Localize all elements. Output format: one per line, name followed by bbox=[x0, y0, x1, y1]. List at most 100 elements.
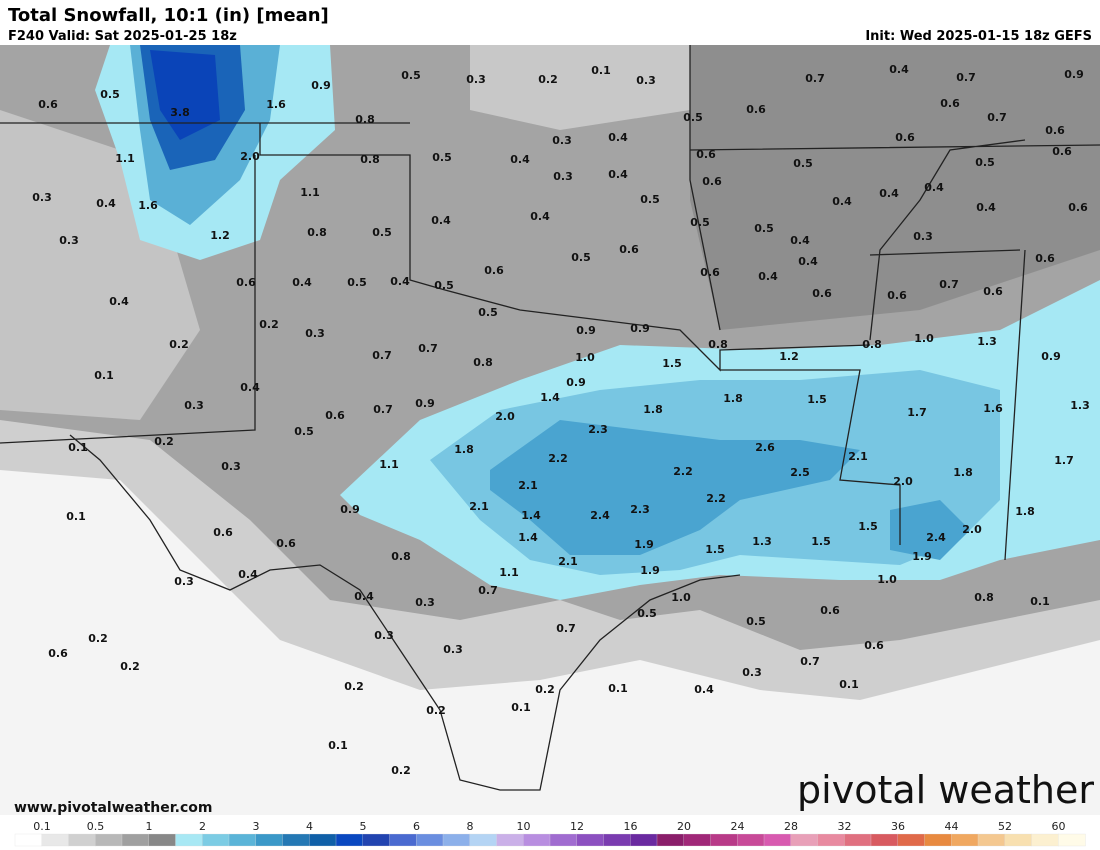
map-labels: 0.6 0.5 3.8 1.6 0.9 0.5 0.3 0.2 0.1 0.3 0.7 0.4 0.7 0… bbox=[32, 63, 1090, 777]
map-value-label: 0.7 bbox=[800, 655, 820, 668]
map-value-label: 0.4 bbox=[530, 210, 550, 223]
colorbar-swatch bbox=[763, 833, 792, 847]
colorbar-label: 28 bbox=[784, 820, 798, 833]
map-value-label: 2.0 bbox=[495, 410, 515, 423]
colorbar-label: 8 bbox=[467, 820, 474, 833]
map-value-label: 0.1 bbox=[511, 701, 531, 714]
map-value-label: 0.8 bbox=[974, 591, 994, 604]
map-value-label: 0.3 bbox=[184, 399, 204, 412]
map-value-label: 0.6 bbox=[864, 639, 884, 652]
map-value-label: 0.2 bbox=[391, 764, 411, 777]
map-value-label: 0.3 bbox=[913, 230, 933, 243]
map-value-label: 0.4 bbox=[976, 201, 996, 214]
map-value-label: 0.3 bbox=[374, 629, 394, 642]
map-value-label: 2.3 bbox=[588, 423, 608, 436]
border bbox=[689, 45, 1100, 561]
map-value-label: 0.4 bbox=[832, 195, 852, 208]
colorbar-swatch bbox=[603, 833, 631, 847]
colorbar-swatch bbox=[255, 833, 284, 847]
dark-shading bbox=[690, 45, 1100, 330]
colorbar-swatch bbox=[683, 833, 712, 847]
map-value-label: 2.5 bbox=[790, 466, 810, 479]
map-value-label: 0.6 bbox=[1045, 124, 1065, 137]
map-value-label: 0.3 bbox=[59, 234, 79, 247]
colorbar-swatch bbox=[523, 833, 551, 847]
colorbar-label: 12 bbox=[570, 820, 584, 833]
map-value-label: 2.4 bbox=[926, 531, 946, 544]
minimal-shading bbox=[0, 470, 1100, 815]
map-value-label: 0.5 bbox=[100, 88, 120, 101]
map-value-label: 0.7 bbox=[939, 278, 959, 291]
map-value-label: 0.8 bbox=[862, 338, 882, 351]
map-value-label: 1.6 bbox=[266, 98, 286, 111]
colorbar-swatch bbox=[175, 833, 203, 847]
colorbar-label: 24 bbox=[731, 820, 745, 833]
colorbar-swatch bbox=[630, 833, 658, 847]
map-value-label: 0.8 bbox=[355, 113, 375, 126]
map-value-label: 0.5 bbox=[690, 216, 710, 229]
map-value-label: 2.0 bbox=[893, 475, 913, 488]
map-value-label: 0.4 bbox=[790, 234, 810, 247]
map-value-label: 0.4 bbox=[608, 168, 628, 181]
map-value-label: 0.2 bbox=[154, 435, 174, 448]
map-value-label: 0.5 bbox=[434, 279, 454, 292]
colorbar-swatch bbox=[41, 833, 70, 847]
map-value-label: 1.6 bbox=[983, 402, 1003, 415]
colorbar-swatch bbox=[309, 833, 337, 847]
map-value-label: 1.2 bbox=[210, 229, 230, 242]
map-value-label: 1.2 bbox=[779, 350, 799, 363]
map-value-label: 0.4 bbox=[889, 63, 909, 76]
map-value-label: 0.5 bbox=[432, 151, 452, 164]
map-value-label: 0.1 bbox=[94, 369, 114, 382]
map-value-label: 0.9 bbox=[340, 503, 360, 516]
map-value-label: 0.4 bbox=[431, 214, 451, 227]
map-value-label: 1.6 bbox=[138, 199, 158, 212]
map-value-label: 0.6 bbox=[38, 98, 58, 111]
map-value-label: 2.6 bbox=[755, 441, 775, 454]
map-value-label: 0.6 bbox=[696, 148, 716, 161]
colorbar-label: 20 bbox=[677, 820, 691, 833]
map-value-label: 0.4 bbox=[354, 590, 374, 603]
colorbar-swatch bbox=[924, 833, 952, 847]
map-value-label: 1.0 bbox=[914, 332, 934, 345]
colorbar-swatch bbox=[496, 833, 524, 847]
map-value-label: 0.4 bbox=[924, 181, 944, 194]
map-value-label: 0.5 bbox=[746, 615, 766, 628]
map-value-label: 0.5 bbox=[640, 193, 660, 206]
map-value-label: 1.1 bbox=[499, 566, 519, 579]
colorbar-swatch bbox=[1004, 833, 1033, 847]
colorbar-swatch bbox=[121, 833, 150, 847]
map-value-label: 2.2 bbox=[548, 452, 568, 465]
site-url: www.pivotalweather.com bbox=[14, 800, 213, 816]
map-value-label: 0.6 bbox=[1035, 252, 1055, 265]
map-value-label: 0.7 bbox=[956, 71, 976, 84]
brand-logo: pivotal weather bbox=[797, 768, 1094, 812]
map-value-label: 1.5 bbox=[858, 520, 878, 533]
map-value-label: 0.5 bbox=[571, 251, 591, 264]
map-value-label: 0.3 bbox=[174, 575, 194, 588]
map-value-label: 0.4 bbox=[798, 255, 818, 268]
map-value-label: 0.4 bbox=[96, 197, 116, 210]
map-value-label: 0.3 bbox=[553, 170, 573, 183]
map-value-label: 2.4 bbox=[590, 509, 610, 522]
map-value-label: 0.8 bbox=[360, 153, 380, 166]
map-value-label: 0.5 bbox=[478, 306, 498, 319]
map-value-label: 1.7 bbox=[1054, 454, 1074, 467]
map-value-label: 0.6 bbox=[940, 97, 960, 110]
map-value-label: 0.3 bbox=[742, 666, 762, 679]
map-value-label: 1.8 bbox=[643, 403, 663, 416]
map-value-label: 0.6 bbox=[276, 537, 296, 550]
map-value-label: 0.6 bbox=[887, 289, 907, 302]
map-value-label: 0.8 bbox=[473, 356, 493, 369]
colorbar-label: 16 bbox=[624, 820, 638, 833]
colorbar-swatch bbox=[389, 833, 417, 847]
map-value-label: 0.6 bbox=[236, 276, 256, 289]
colorbar-swatch bbox=[549, 833, 578, 847]
map-value-label: 1.9 bbox=[634, 538, 654, 551]
map-value-label: 0.8 bbox=[307, 226, 327, 239]
map-value-label: 0.6 bbox=[1052, 145, 1072, 158]
colorbar-swatch bbox=[844, 833, 872, 847]
border bbox=[0, 122, 871, 372]
map-value-label: 0.5 bbox=[347, 276, 367, 289]
